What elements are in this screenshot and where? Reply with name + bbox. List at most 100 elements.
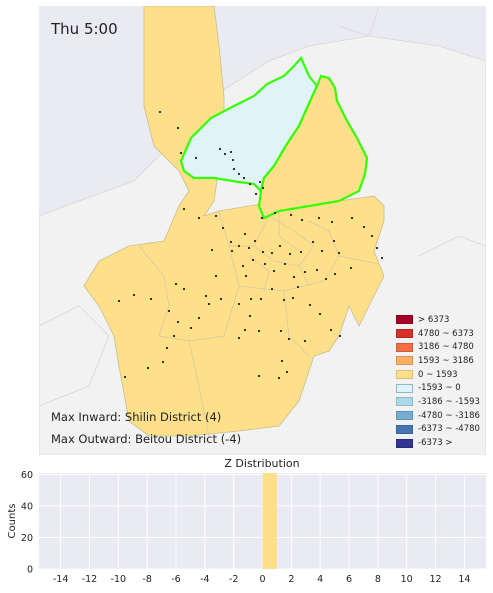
station-dot [165, 346, 169, 350]
station-dot [337, 251, 341, 255]
station-dot [287, 337, 291, 341]
y-tick-label: 0 [27, 565, 33, 576]
station-dot [243, 232, 247, 236]
x-tick-label: -10 [111, 574, 127, 585]
station-dot [249, 297, 253, 301]
y-tick-label: 20 [21, 533, 33, 544]
station-dot [231, 158, 235, 162]
station-dot [167, 309, 171, 313]
station-dot [117, 299, 121, 303]
station-dot [338, 334, 342, 338]
station-dot [320, 249, 324, 253]
station-dot [362, 225, 366, 229]
station-dot [279, 329, 283, 333]
legend-swatch [396, 370, 413, 380]
legend-item: -1593 ~ 0 [396, 381, 480, 395]
station-dot [242, 176, 246, 180]
station-dot [204, 294, 208, 298]
x-tick-label: 6 [346, 574, 352, 585]
station-dot [270, 287, 274, 291]
x-tick-label: -4 [200, 574, 209, 585]
station-dot [261, 186, 265, 190]
station-dot [123, 375, 127, 379]
x-tick-label: 12 [429, 574, 441, 585]
station-dot [270, 251, 274, 255]
max-inward-label: Max Inward: Shilin District (4) [51, 410, 222, 424]
x-tick-label: -14 [53, 574, 69, 585]
histogram-ylabel: Counts [7, 504, 18, 539]
legend-label: -6373 > [418, 438, 453, 449]
legend-swatch [396, 315, 413, 325]
station-dot [223, 152, 227, 156]
station-dot [182, 287, 186, 291]
map-panel: Thu 5:00 Max Inward: Shilin District (4)… [39, 6, 486, 455]
histogram-bar [262, 473, 277, 569]
station-dot [260, 216, 264, 220]
legend-item: > 6373 [396, 313, 480, 327]
x-tick-label: -6 [171, 574, 180, 585]
legend-item: 0 ~ 1593 [396, 368, 480, 382]
legend-swatch [396, 383, 413, 393]
station-dot [333, 272, 337, 276]
station-dot [237, 336, 241, 340]
legend-label: -4780 ~ -3186 [418, 410, 480, 421]
legend-item: -6373 > [396, 436, 480, 450]
station-dot [210, 248, 214, 252]
station-dot [299, 250, 303, 254]
station-dot [248, 182, 252, 186]
station-dot [311, 240, 315, 244]
legend-swatch [396, 329, 413, 339]
legend-swatch [396, 342, 413, 352]
y-tick-label: 40 [21, 502, 33, 513]
station-dot [232, 167, 236, 171]
station-dot [174, 282, 178, 286]
station-dot [254, 192, 258, 196]
shilin-district [257, 74, 369, 220]
legend-item: -4780 ~ -3186 [396, 409, 480, 423]
station-dot [370, 234, 374, 238]
histogram-yticks: 0 20 40 60 [21, 470, 33, 575]
station-dot [289, 213, 293, 217]
station-dot [158, 110, 162, 114]
station-dot [189, 326, 193, 330]
station-dot [380, 256, 384, 260]
station-dot [149, 297, 153, 301]
station-dot [241, 264, 245, 268]
legend-swatch [396, 397, 413, 407]
map-legend: > 6373 4780 ~ 6373 3186 ~ 4780 1593 ~ 3186 0… [396, 313, 480, 450]
legend-item: -6373 ~ -4780 [396, 423, 480, 437]
legend-swatch [396, 438, 413, 448]
legend-item: 1593 ~ 3186 [396, 354, 480, 368]
station-dot [324, 277, 328, 281]
station-dot [229, 240, 233, 244]
legend-label: -3186 ~ -1593 [418, 396, 480, 407]
max-outward-label: Max Outward: Beitou District (-4) [51, 432, 242, 446]
y-tick-label: 60 [21, 470, 33, 481]
z-distribution-histogram: Z Distribution Counts -14 -12 -10 -8 -6 -4 -2 0… [7, 457, 486, 585]
map-time-label: Thu 5:00 [51, 20, 118, 38]
station-dot [288, 252, 292, 256]
legend-swatch [396, 356, 413, 366]
station-dot [315, 268, 319, 272]
station-dot [237, 172, 241, 176]
station-dot [182, 207, 186, 211]
x-tick-label: 8 [375, 574, 381, 585]
station-dot [259, 297, 263, 301]
station-dot [214, 214, 218, 218]
station-dot [247, 246, 251, 250]
x-tick-label: -2 [229, 574, 238, 585]
station-dot [172, 334, 176, 338]
station-dot [179, 151, 183, 155]
x-tick-label: -12 [82, 574, 98, 585]
station-dot [146, 366, 150, 370]
legend-label: 4780 ~ 6373 [418, 328, 474, 339]
taipei-map [39, 6, 486, 455]
station-dot [257, 329, 261, 333]
legend-label: 0 ~ 1593 [418, 369, 458, 380]
legend-label: 3186 ~ 4780 [418, 342, 474, 353]
station-dot [132, 293, 136, 297]
station-dot [243, 328, 247, 332]
station-dot [300, 218, 304, 222]
histogram-xticks: -14 -12 -10 -8 -6 -4 -2 0 2 4 6 8 10 12 14 [53, 574, 471, 585]
legend-swatch [396, 411, 413, 421]
